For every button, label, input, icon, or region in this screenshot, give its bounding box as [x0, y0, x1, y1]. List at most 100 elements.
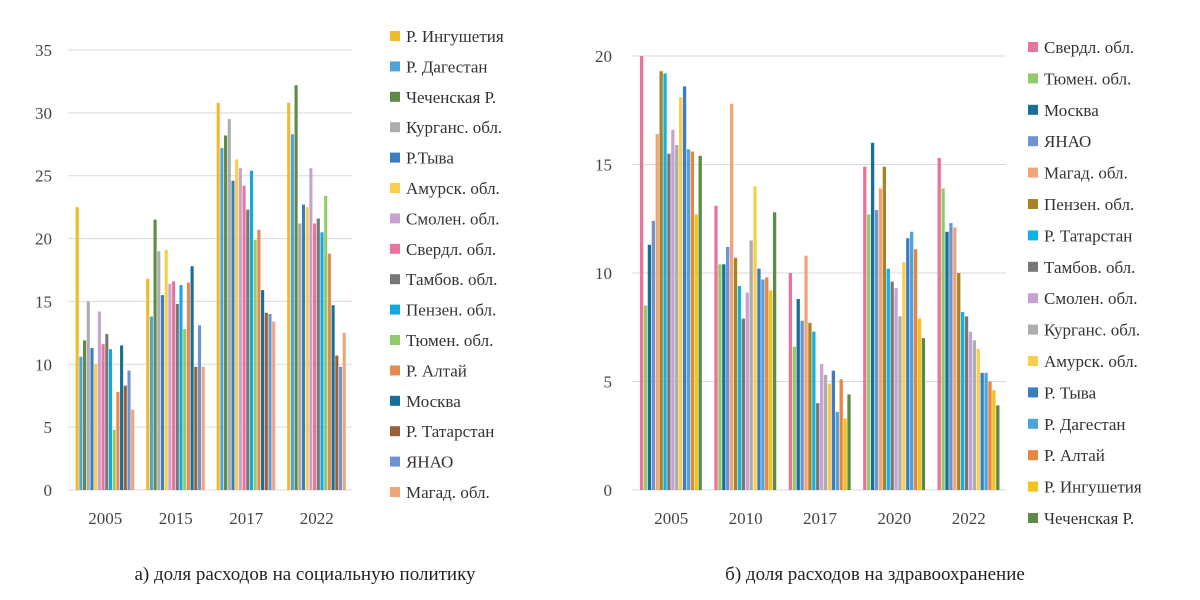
legend-label: Амурск. обл. — [1044, 352, 1138, 371]
chart-caption: б) доля расходов на здравоохранение — [725, 564, 1025, 585]
legend-swatch — [1028, 42, 1038, 52]
bar — [808, 322, 812, 490]
bar — [116, 391, 120, 490]
bar — [835, 411, 839, 490]
legend-swatch — [1028, 73, 1038, 84]
bar — [769, 290, 773, 490]
chart-b: 0 5 10 15 20 2005 2010 2017 2020 2022 Свердл. обл.… — [595, 38, 1142, 585]
bar — [686, 149, 691, 490]
legend-swatch — [390, 304, 400, 315]
bar — [149, 316, 153, 490]
y-tick-label: 15 — [35, 292, 52, 311]
legend-label: Магад. обл. — [1044, 164, 1128, 183]
legend-label: Пензен. обл. — [1044, 195, 1134, 214]
bar — [101, 344, 105, 490]
bar — [643, 305, 648, 490]
bar — [327, 253, 331, 490]
legend-label: Тюмен. обл. — [1044, 69, 1131, 88]
bar — [874, 210, 879, 490]
y-tick-label: 25 — [35, 167, 52, 186]
legend-swatch — [1028, 356, 1038, 366]
bar — [945, 231, 949, 490]
bar — [804, 255, 808, 490]
bar — [726, 246, 730, 490]
bar — [831, 370, 836, 490]
bar — [231, 180, 235, 491]
legend-swatch — [390, 487, 400, 497]
legend-label: Р. Алтай — [406, 361, 467, 380]
bar — [671, 129, 675, 490]
bar — [216, 102, 220, 491]
x-category-label: 2015 — [159, 509, 193, 528]
bar — [718, 264, 722, 490]
chart-a: 0 5 10 15 20 25 30 35 2005 2015 2017 2022 Р. Ингушет… — [35, 27, 504, 585]
bar — [894, 288, 898, 490]
y-tick-label: 15 — [595, 156, 612, 175]
legend-label: Курганс. обл. — [1044, 321, 1140, 340]
legend-label: Смолен. обл. — [406, 209, 499, 228]
bar — [953, 227, 957, 490]
legend-swatch — [390, 122, 400, 133]
bar — [105, 334, 109, 490]
bar — [788, 273, 793, 490]
bar — [968, 331, 973, 490]
legend-label: Р. Ингушетия — [1044, 478, 1142, 497]
bar — [131, 409, 135, 490]
bar — [83, 340, 87, 490]
bar — [294, 85, 298, 490]
bar — [667, 153, 671, 490]
legend-swatch — [390, 152, 400, 163]
legend-swatch — [390, 395, 400, 406]
legend-swatch — [1028, 136, 1038, 147]
bar — [179, 285, 183, 490]
legend-label: Курганс. обл. — [406, 118, 502, 137]
legend-label: Тамбов. обл. — [406, 270, 497, 289]
bar — [886, 268, 890, 490]
bar — [772, 212, 777, 491]
bar — [253, 239, 257, 490]
bar — [820, 364, 824, 490]
bar — [112, 429, 116, 490]
bar — [878, 188, 883, 490]
bar — [268, 314, 272, 490]
legend-label: ЯНАО — [406, 453, 453, 472]
bar — [238, 168, 242, 491]
legend-swatch — [390, 31, 400, 41]
bar — [882, 166, 886, 491]
bar — [90, 347, 94, 490]
bar — [992, 390, 996, 490]
legend-swatch — [390, 183, 400, 193]
bar — [921, 338, 926, 490]
bar — [172, 281, 176, 490]
bar — [847, 394, 851, 490]
x-category-label: 2005 — [88, 509, 122, 528]
bar — [197, 325, 202, 490]
bar — [249, 170, 254, 490]
x-category-label: 2017 — [803, 509, 838, 528]
y-tick-label: 0 — [44, 481, 53, 500]
legend-swatch — [390, 243, 400, 254]
bar — [737, 286, 742, 490]
x-category-label: 2020 — [877, 509, 911, 528]
legend-swatch — [390, 426, 400, 437]
legend-swatch — [1028, 104, 1038, 115]
bar — [765, 277, 769, 490]
y-tick-label: 20 — [595, 47, 612, 66]
legend-label: Свердл. обл. — [1044, 38, 1134, 57]
legend-label: Тамбов. обл. — [1044, 258, 1135, 277]
bar — [870, 142, 875, 491]
legend-label: Чеченская Р. — [1044, 509, 1134, 528]
bar — [976, 348, 980, 490]
bar — [242, 185, 246, 490]
bar — [290, 134, 294, 491]
legend-label: Чеченская Р. — [406, 88, 496, 107]
bar — [761, 279, 765, 490]
bar — [79, 356, 83, 490]
bar — [257, 229, 261, 490]
x-category-label: 2017 — [229, 509, 264, 528]
bar — [235, 159, 239, 490]
bar — [301, 204, 306, 490]
legend-swatch — [1028, 261, 1038, 272]
bar — [186, 282, 190, 490]
legend-swatch — [1028, 293, 1038, 304]
